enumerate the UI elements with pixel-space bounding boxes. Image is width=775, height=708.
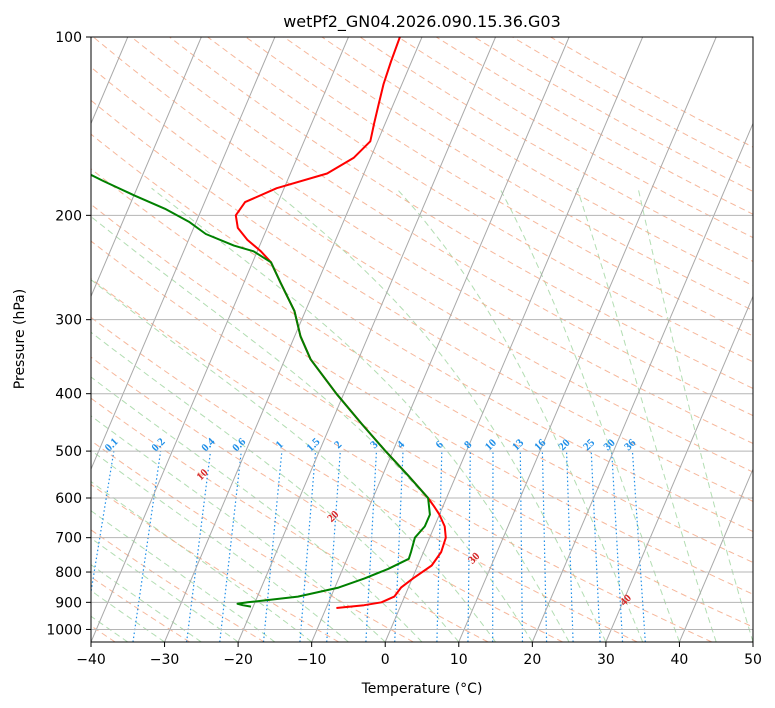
mixing-ratio-lines	[91, 451, 646, 642]
y-axis-label: Pressure (hPa)	[12, 289, 28, 389]
mixing-ratio-line	[631, 451, 646, 642]
moist-adiabat-line	[637, 188, 753, 642]
moist-adiabat-line	[395, 187, 644, 642]
moist-adiabat-line	[91, 331, 460, 642]
pressure-gridlines	[91, 37, 753, 630]
isotherm-line	[164, 37, 423, 642]
dry-adiabat-line	[359, 37, 753, 263]
moist-adiabat-line	[91, 415, 386, 642]
dry-adiabat-line	[91, 278, 713, 642]
mixing-ratio-line	[565, 451, 574, 642]
y-tick-label: 300	[55, 313, 82, 329]
y-tick-label: 400	[55, 387, 82, 403]
y-tick-label: 500	[55, 444, 82, 460]
isotherm-line	[384, 37, 644, 642]
dry-adiabat-line	[91, 133, 753, 533]
x-tick-label: 10	[450, 652, 468, 668]
dry-adiabat-line	[91, 316, 638, 642]
dry-adiabat-label: 0	[75, 427, 88, 440]
mixing-ratio-line	[186, 451, 212, 642]
moist-adiabat-line	[151, 187, 570, 642]
y-tick-label: 100	[55, 30, 82, 46]
isotherm-line	[91, 37, 276, 471]
x-tick-label: 50	[744, 652, 762, 668]
x-axis-label: Temperature (°C)	[361, 681, 483, 697]
mixing-ratio-line	[519, 451, 524, 642]
moist-adiabat-line	[91, 564, 202, 642]
x-tick-label: −30	[150, 652, 180, 668]
plot-frame	[90, 36, 754, 643]
moist-adiabat-line	[91, 215, 533, 642]
moist-adiabat-line	[576, 188, 717, 642]
x-axis: −40 −30 −20 −10 0 10 20 30 40 50	[76, 642, 762, 668]
moist-adiabat-line	[91, 449, 349, 642]
mixing-ratio-line	[436, 451, 443, 642]
mixing-ratio-line	[132, 451, 162, 642]
x-tick-label: 30	[597, 652, 615, 668]
dry-adiabat-line	[207, 37, 753, 363]
moist-adiabat-line	[91, 481, 312, 642]
y-tick-label: 200	[55, 208, 82, 224]
dry-adiabats	[91, 37, 753, 642]
isotherms	[91, 37, 753, 642]
isotherm-line	[311, 37, 570, 642]
dry-adiabat-line	[550, 37, 753, 148]
dry-adiabat-line	[245, 37, 753, 337]
y-tick-label: 600	[55, 491, 82, 507]
isotherm-line	[678, 467, 753, 642]
dry-adiabat-line	[131, 37, 753, 417]
isotherm-line	[531, 122, 753, 642]
chart-title: wetPf2_GN04.2026.090.15.36.G03	[283, 12, 561, 32]
dewpoint-line	[91, 173, 431, 608]
moist-adiabat-line	[91, 376, 423, 642]
y-tick-label: 700	[55, 531, 82, 547]
x-tick-label: −40	[76, 652, 106, 668]
isotherm-line	[458, 37, 717, 642]
dry-adiabat-line	[91, 529, 265, 642]
dry-adiabat-line	[512, 37, 753, 170]
isotherm-line	[91, 37, 202, 298]
dry-adiabat-label: -10	[13, 423, 32, 442]
mixing-ratio-label: 6	[434, 438, 447, 451]
dry-adiabat-line	[283, 37, 753, 312]
dry-adiabat-line	[91, 99, 753, 502]
dry-adiabat-line	[91, 483, 340, 642]
dry-adiabat-line	[91, 576, 190, 642]
isotherm-line	[91, 37, 349, 642]
y-tick-label: 900	[55, 595, 82, 611]
x-tick-label: −20	[223, 652, 253, 668]
isopleth-labels: -100-90-80-70-60-50-40-30-20-10010203040…	[13, 423, 639, 609]
profile-series	[91, 37, 447, 609]
dry-adiabat-line	[91, 356, 563, 642]
dry-adiabat-line	[91, 397, 489, 642]
moist-adiabat-line	[269, 187, 607, 642]
dry-adiabat-label: 10	[194, 466, 211, 483]
moist-adiabat-line	[91, 589, 165, 642]
y-tick-label: 800	[55, 565, 82, 581]
dry-adiabat-line	[169, 37, 753, 389]
mixing-ratio-line	[219, 451, 242, 642]
dry-adiabat-line	[321, 37, 753, 287]
mixing-ratio-label: 4	[395, 438, 408, 451]
moist-adiabat-line	[499, 187, 680, 642]
plot-area: -100-90-80-70-60-50-40-30-20-10010203040…	[13, 37, 753, 642]
isotherm-line	[237, 37, 497, 642]
x-tick-label: 0	[381, 652, 390, 668]
dry-adiabat-line	[91, 203, 753, 595]
x-tick-label: −10	[297, 652, 327, 668]
mixing-ratio-line	[91, 451, 115, 596]
dry-adiabat-line	[91, 240, 753, 628]
y-axis: 100 200 300 400 500 600 700 800 900 1000	[46, 30, 91, 638]
isotherm-line	[605, 295, 753, 642]
dry-adiabat-line	[435, 37, 753, 215]
dry-adiabat-label: 20	[325, 508, 342, 525]
x-tick-label: 40	[671, 652, 689, 668]
x-tick-label: 20	[523, 652, 541, 668]
dry-adiabat-line	[91, 440, 414, 642]
moist-adiabat-line	[91, 510, 276, 642]
isotherm-line	[752, 640, 753, 642]
y-tick-label: 1000	[46, 622, 82, 638]
mixing-ratio-label: 2	[332, 438, 345, 451]
